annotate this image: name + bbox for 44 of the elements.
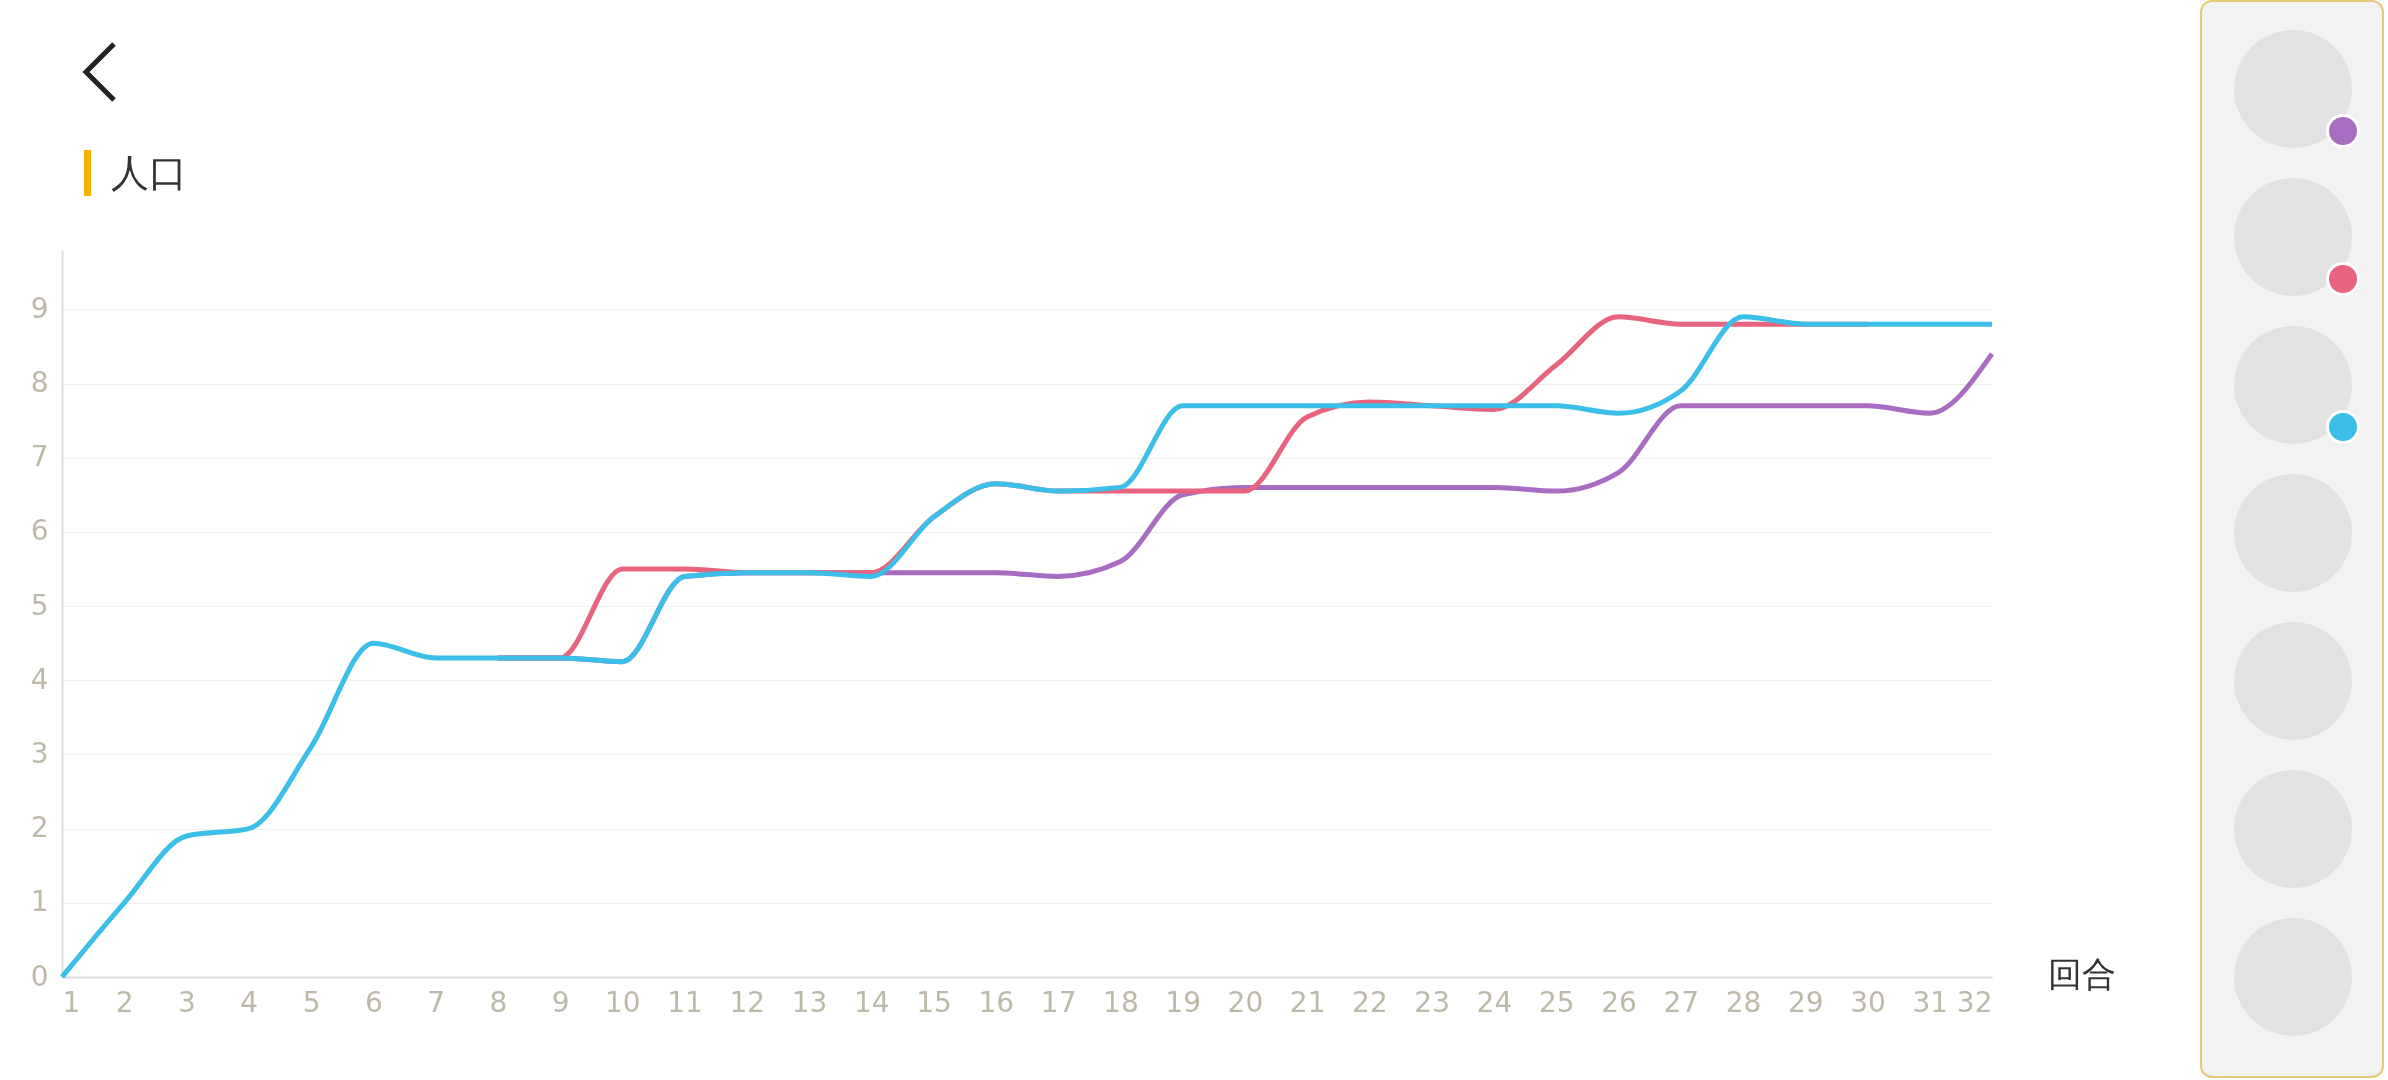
y-tick-label: 7 bbox=[30, 440, 49, 474]
y-tick-label: 5 bbox=[30, 588, 49, 622]
x-tick-label: 17 bbox=[1040, 985, 1077, 1019]
y-tick-label: 3 bbox=[30, 736, 49, 770]
x-tick-label: 4 bbox=[240, 985, 259, 1019]
x-tick-label: 10 bbox=[605, 985, 641, 1019]
x-tick-label: 11 bbox=[667, 985, 703, 1019]
x-tick-label: 28 bbox=[1725, 985, 1762, 1019]
x-tick-label: 29 bbox=[1787, 985, 1824, 1019]
x-tick-label: 24 bbox=[1476, 985, 1513, 1019]
x-tick-label: 9 bbox=[551, 985, 570, 1019]
x-tick-label: 12 bbox=[729, 985, 766, 1019]
x-tick-label: 6 bbox=[364, 985, 383, 1019]
x-tick-label: 30 bbox=[1850, 985, 1886, 1019]
x-tick-label: 20 bbox=[1227, 985, 1264, 1019]
x-tick-label: 32 bbox=[1956, 985, 1993, 1019]
x-tick-label: 23 bbox=[1414, 985, 1450, 1019]
x-tick-label: 22 bbox=[1352, 985, 1388, 1019]
chart-title: 人口 bbox=[84, 150, 187, 196]
x-tick-label: 2 bbox=[115, 985, 134, 1019]
x-tick-label: 5 bbox=[302, 985, 321, 1019]
y-tick-label: 1 bbox=[30, 885, 49, 919]
x-tick-label: 7 bbox=[427, 985, 445, 1019]
y-tick-label: 8 bbox=[30, 366, 49, 400]
x-tick-label: 15 bbox=[916, 985, 952, 1019]
x-tick-label: 14 bbox=[854, 985, 890, 1019]
x-tick-label: 13 bbox=[791, 985, 828, 1019]
y-tick-label: 6 bbox=[30, 514, 49, 548]
y-tick-label: 9 bbox=[30, 291, 49, 325]
x-tick-label: 25 bbox=[1538, 985, 1575, 1019]
x-tick-label: 16 bbox=[978, 985, 1015, 1019]
x-tick-label: 31 bbox=[1912, 985, 1949, 1019]
x-tick-label: 3 bbox=[178, 985, 196, 1019]
y-tick-label: 2 bbox=[30, 811, 49, 845]
y-tick-label: 4 bbox=[30, 662, 49, 696]
x-tick-label: 27 bbox=[1663, 985, 1700, 1019]
x-tick-label: 21 bbox=[1289, 985, 1326, 1019]
x-tick-label: 1 bbox=[62, 985, 81, 1019]
x-tick-label: 26 bbox=[1601, 985, 1637, 1019]
y-tick-label: 0 bbox=[30, 959, 49, 993]
x-tick-label: 8 bbox=[489, 985, 508, 1019]
x-tick-label: 18 bbox=[1103, 985, 1139, 1019]
x-tick-label: 19 bbox=[1165, 985, 1201, 1019]
x-axis-title: 回合 bbox=[2047, 953, 2116, 994]
